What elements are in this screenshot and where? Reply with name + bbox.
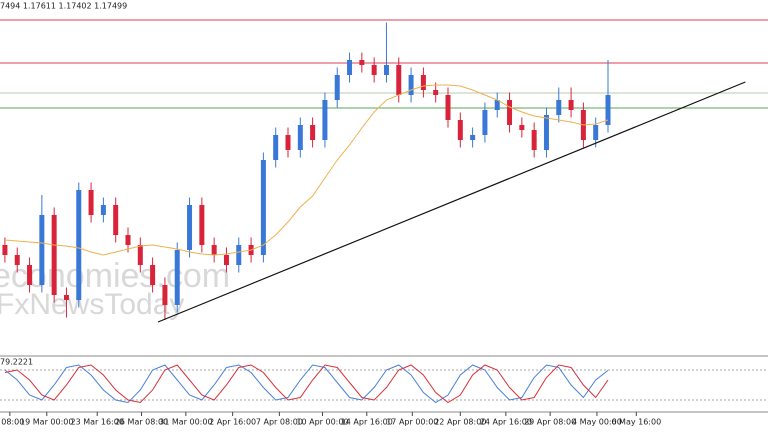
candle-body	[27, 265, 33, 285]
candle-body	[543, 115, 549, 150]
candle-body	[568, 100, 574, 110]
candle-body	[322, 100, 328, 140]
candle-body	[150, 265, 156, 285]
candle-body	[396, 65, 402, 95]
candle-body	[162, 285, 168, 305]
candle-body	[211, 245, 217, 255]
indicator-line	[4, 364, 609, 404]
candle-body	[88, 190, 94, 215]
watermark: FxNewsToday	[0, 288, 184, 321]
x-tick-label: 22 Apr 08:00	[434, 418, 486, 427]
candle-body	[285, 135, 291, 150]
candle-body	[260, 160, 266, 255]
candle-body	[371, 65, 377, 75]
candle-body	[51, 215, 57, 295]
x-tick-label: 23 Mar 16:00	[71, 418, 124, 427]
candle-body	[39, 215, 45, 285]
x-tick-label: 7 Apr 08:00	[256, 418, 303, 427]
candle-body	[297, 125, 303, 150]
moving-average	[4, 84, 609, 256]
x-tick-label: 17 Apr 00:00	[386, 418, 438, 427]
watermark: economies.com	[0, 257, 230, 295]
indicator-label: 79.2221	[0, 358, 33, 367]
candle-body	[113, 205, 119, 235]
candle-body	[433, 90, 439, 95]
candle-body	[125, 235, 131, 245]
candle-body	[359, 60, 365, 65]
candle-body	[223, 255, 229, 265]
indicator-line	[4, 364, 609, 404]
x-tick-label: r 08:00	[0, 418, 24, 427]
x-tick-label: 10 Apr 00:00	[296, 418, 348, 427]
x-tick-label: 19 Mar 00:00	[20, 418, 73, 427]
candle-body	[174, 250, 180, 305]
x-tick-label: 24 Apr 16:00	[480, 418, 532, 427]
candle-body	[593, 125, 599, 140]
x-tick-label: 2 Apr 16:00	[209, 418, 256, 427]
candle-body	[100, 205, 106, 215]
candle-body	[76, 190, 82, 300]
candle-body	[347, 60, 353, 75]
candle-body	[137, 245, 143, 265]
candle-body	[507, 100, 513, 125]
candle-body	[383, 65, 389, 75]
candle-body	[605, 95, 611, 125]
candle-body	[236, 245, 242, 265]
candle-body	[531, 130, 537, 150]
candle-body	[457, 120, 463, 140]
x-tick-label: 29 Apr 08:00	[524, 418, 576, 427]
candle-body	[420, 75, 426, 90]
x-tick-label: 31 Mar 00:00	[159, 418, 212, 427]
candle-body	[334, 75, 340, 100]
candle-body	[408, 75, 414, 95]
candle-body	[482, 110, 488, 135]
candle-body	[2, 245, 8, 255]
x-tick-label: 4 May 00:00	[572, 418, 622, 427]
trendline	[157, 81, 746, 323]
x-tick-label: 14 Apr 16:00	[341, 418, 393, 427]
candle-body	[310, 125, 316, 140]
x-tick-label: 6 May 16:00	[611, 418, 661, 427]
candle-body	[187, 205, 193, 250]
x-tick-label: 26 Mar 08:00	[115, 418, 168, 427]
candle-body	[556, 100, 562, 115]
candle-body	[519, 125, 525, 130]
candle-body	[14, 255, 20, 265]
candle-body	[63, 295, 69, 300]
candle-body	[445, 95, 451, 120]
candle-body	[273, 135, 279, 160]
ohlc-header: 7494 1.17611 1.17402 1.17499	[0, 2, 127, 11]
candle-body	[199, 205, 205, 245]
candle-body	[494, 100, 500, 110]
candle-body	[470, 135, 476, 140]
